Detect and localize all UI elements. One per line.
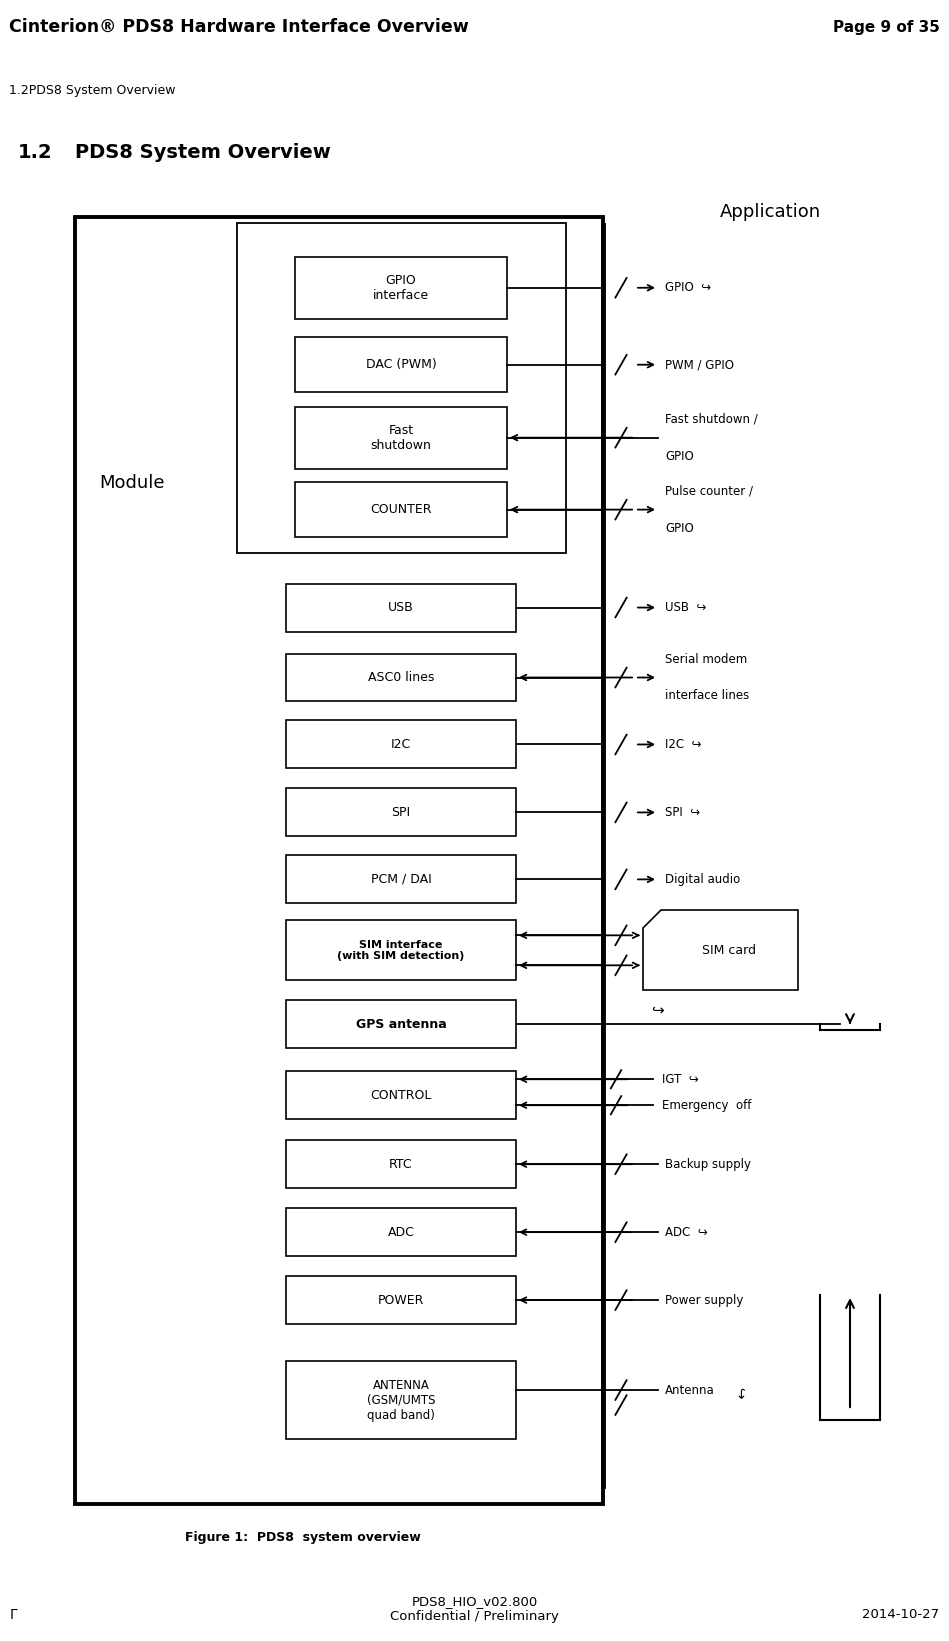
Text: DAC (PWM): DAC (PWM)	[365, 358, 437, 371]
Text: GPIO: GPIO	[665, 450, 694, 463]
Text: PDS8 System Overview: PDS8 System Overview	[75, 143, 331, 162]
Bar	[286, 1072, 516, 1119]
Text: Application: Application	[719, 203, 821, 222]
Text: Emergency  off: Emergency off	[662, 1099, 752, 1111]
Text: ANTENNA
(GSM/UMTS
quad band): ANTENNA (GSM/UMTS quad band)	[366, 1378, 436, 1421]
Text: ADC: ADC	[387, 1226, 415, 1239]
Text: GPIO  ↪: GPIO ↪	[665, 281, 711, 294]
Bar	[286, 584, 516, 632]
Bar	[295, 482, 507, 537]
Text: Γ: Γ	[9, 1608, 17, 1621]
Text: USB  ↪: USB ↪	[665, 601, 706, 614]
Text: PCM / DAI: PCM / DAI	[371, 873, 432, 886]
Text: POWER: POWER	[378, 1293, 424, 1306]
Text: Page 9 of 35: Page 9 of 35	[832, 20, 940, 34]
Bar	[295, 407, 507, 469]
Text: Digital audio: Digital audio	[665, 873, 740, 886]
Bar	[295, 338, 507, 392]
Bar	[286, 653, 516, 701]
Text: PWM / GPIO: PWM / GPIO	[665, 358, 734, 371]
Bar	[286, 788, 516, 837]
Text: CONTROL: CONTROL	[370, 1088, 432, 1101]
Text: ADC  ↪: ADC ↪	[665, 1226, 708, 1239]
Bar	[286, 720, 516, 768]
Text: Backup supply: Backup supply	[665, 1157, 751, 1170]
Text: Figure 1:  PDS8  system overview: Figure 1: PDS8 system overview	[185, 1531, 420, 1544]
Text: GPIO
interface: GPIO interface	[373, 274, 429, 302]
Text: GPIO: GPIO	[665, 522, 694, 535]
Text: 1.2PDS8 System Overview: 1.2PDS8 System Overview	[9, 84, 176, 97]
Bar	[286, 1001, 516, 1049]
Text: GPS antenna: GPS antenna	[356, 1017, 446, 1031]
Text: I2C: I2C	[391, 738, 411, 752]
Text: Serial modem: Serial modem	[665, 653, 747, 666]
Bar	[295, 256, 507, 318]
Text: Cinterion® PDS8 Hardware Interface Overview: Cinterion® PDS8 Hardware Interface Overv…	[9, 18, 469, 36]
Bar	[286, 1208, 516, 1255]
Text: Pulse counter /: Pulse counter /	[665, 484, 753, 497]
Text: Antenna: Antenna	[665, 1383, 715, 1396]
Text: Module: Module	[100, 474, 165, 492]
Text: IGT  ↪: IGT ↪	[662, 1073, 698, 1086]
Text: interface lines: interface lines	[665, 689, 750, 702]
Bar	[237, 223, 566, 553]
Bar	[286, 1140, 516, 1188]
Text: ASC0 lines: ASC0 lines	[368, 671, 435, 684]
Text: COUNTER: COUNTER	[370, 504, 432, 517]
Text: Power supply: Power supply	[665, 1293, 743, 1306]
Bar	[286, 1360, 516, 1439]
Bar	[75, 217, 603, 1503]
Text: SPI: SPI	[391, 806, 411, 819]
Text: SIM card: SIM card	[702, 944, 756, 957]
Text: SPI  ↪: SPI ↪	[665, 806, 700, 819]
Text: I2C  ↪: I2C ↪	[665, 738, 701, 752]
Text: 2014-10-27: 2014-10-27	[863, 1608, 940, 1621]
Text: PDS8_HIO_v02.800
Confidential / Preliminary: PDS8_HIO_v02.800 Confidential / Prelimin…	[390, 1595, 559, 1623]
Text: Fast shutdown /: Fast shutdown /	[665, 412, 757, 425]
Bar	[286, 1277, 516, 1324]
Text: USB: USB	[388, 601, 414, 614]
Text: SIM interface
(with SIM detection): SIM interface (with SIM detection)	[337, 940, 465, 962]
Text: ↪: ↪	[733, 1387, 747, 1398]
Bar	[286, 855, 516, 903]
Polygon shape	[643, 911, 798, 990]
Text: ↪: ↪	[651, 1003, 663, 1017]
Text: RTC: RTC	[389, 1157, 413, 1170]
Text: Fast
shutdown: Fast shutdown	[370, 423, 432, 451]
Bar	[286, 921, 516, 980]
Text: 1.2: 1.2	[18, 143, 52, 162]
